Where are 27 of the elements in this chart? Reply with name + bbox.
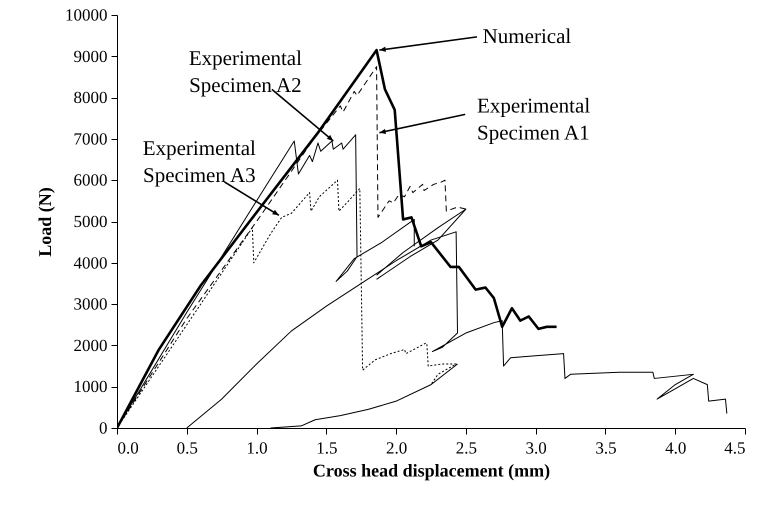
x-tick-label: 4.5 (724, 438, 746, 458)
x-tick-label: 1.0 (246, 438, 268, 458)
x-tick-label: 2.5 (456, 438, 478, 458)
annotation: Experimental Specimen A3 (142, 136, 256, 187)
y-tick-label: 5000 (74, 212, 108, 231)
y-tick-label: 6000 (74, 170, 108, 190)
x-tick-label: 4.0 (665, 438, 686, 458)
y-tick-label: 1000 (74, 377, 108, 396)
y-tick-label: 3000 (74, 294, 108, 314)
annotation: Numerical (482, 24, 572, 48)
x-tick-label: 0.0 (118, 438, 139, 458)
annotation: Experimental Specimen A1 (477, 93, 590, 144)
x-tick-label: 3.0 (526, 438, 547, 458)
y-tick-label: 0 (99, 418, 108, 438)
x-tick-label: 0.5 (176, 438, 198, 458)
x-tick-label: 1.5 (316, 438, 338, 458)
y-tick-label: 9000 (74, 46, 108, 66)
y-tick-label: 8000 (74, 88, 108, 108)
x-axis-title: Cross head displacement (mm) (312, 460, 550, 480)
y-tick-label: 2000 (74, 336, 108, 355)
annotation: Experimental Specimen A2 (188, 46, 302, 97)
y-tick-label: 7000 (74, 129, 108, 148)
y-tick-label: 4000 (74, 253, 108, 272)
x-tick-label: 3.5 (595, 438, 617, 458)
x-tick-label: 2.0 (386, 438, 408, 458)
y-tick-label: 10000 (65, 6, 108, 24)
y-axis-title: Load (N) (35, 187, 55, 257)
